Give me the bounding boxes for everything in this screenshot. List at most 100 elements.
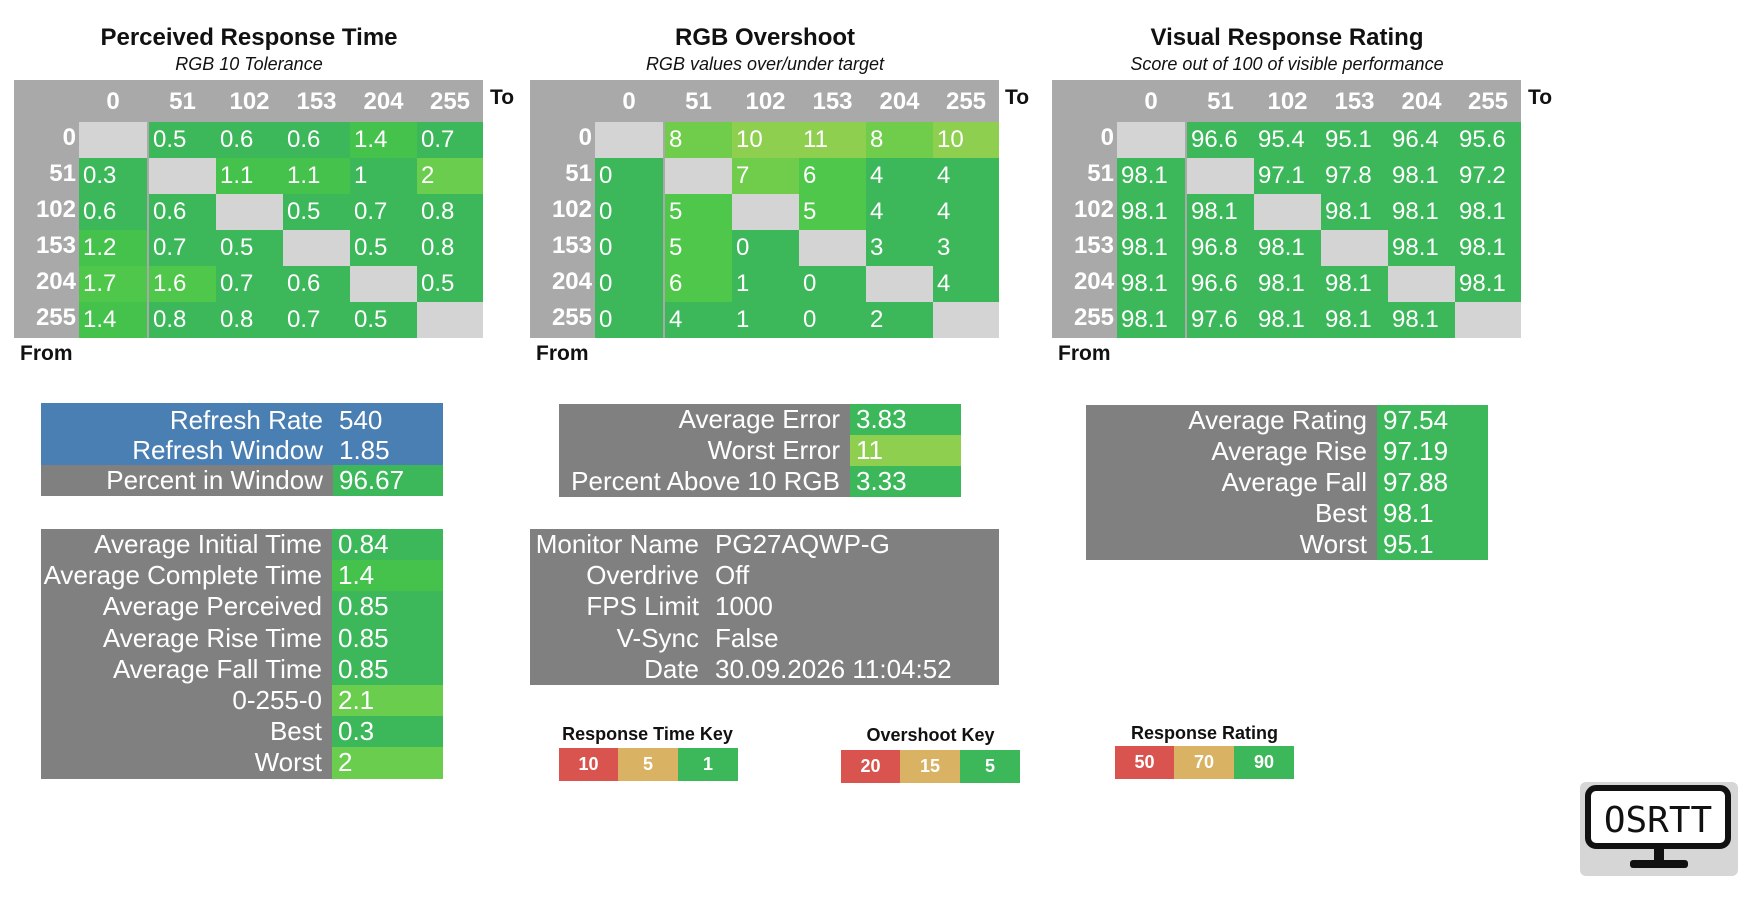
- perceived-matrix: 0 0 51 51 102 102 153 153 204 204 255 255 0.5 0.6 0.6 1…: [14, 80, 483, 338]
- ratings_summary-row: Best 98.1: [1086, 498, 1488, 529]
- monitor-row: Monitor Name PG27AQWP-G: [530, 529, 999, 560]
- matrix-cell: 5: [665, 230, 732, 266]
- refresh-rate-value: 540: [333, 403, 443, 435]
- matrix-cell: 97.2: [1455, 158, 1521, 194]
- matrix-cell: 98.1: [1388, 158, 1455, 194]
- diagonal-cell: [1117, 122, 1185, 158]
- monitor-value: Off: [715, 560, 750, 591]
- times-row: Average Fall Time 0.85: [41, 653, 443, 685]
- column-header: 0: [1144, 88, 1158, 115]
- matrix-cell: 0.6: [283, 122, 350, 158]
- matrix-cell: 98.1: [1117, 266, 1185, 302]
- diagonal-cell: [417, 302, 483, 338]
- matrix-cell: 0.5: [350, 230, 417, 266]
- column-header: 255: [945, 88, 987, 115]
- matrix-cell: 0.5: [216, 230, 283, 266]
- matrix-cell: 0: [595, 230, 663, 266]
- column-header: 255: [429, 88, 471, 115]
- row-header: 0: [578, 124, 592, 151]
- matrix-cell: 95.6: [1455, 122, 1521, 158]
- row-header: 255: [1073, 304, 1114, 331]
- matrix-cell: 98.1: [1321, 194, 1388, 230]
- matrix-cell: 98.1: [1455, 230, 1521, 266]
- matrix-cell: 0.7: [350, 194, 417, 230]
- column-header: 51: [169, 88, 196, 115]
- diagonal-cell: [1388, 266, 1455, 302]
- matrix-cell: 0: [595, 158, 663, 194]
- column-header: 102: [229, 88, 270, 115]
- matrix-cell: 98.1: [1321, 302, 1388, 338]
- matrix-cell: 1.1: [283, 158, 350, 194]
- ratings_summary-value: 95.1: [1377, 529, 1488, 560]
- matrix-cell: 0.8: [417, 230, 483, 266]
- response-time-key-good: 1: [678, 748, 738, 781]
- rating-title: Visual Response Rating: [1150, 24, 1424, 51]
- diagonal-cell: [665, 158, 732, 194]
- matrix-cell: 4: [933, 194, 999, 230]
- matrix-cell: 0.6: [283, 266, 350, 302]
- matrix-cell: 98.1: [1187, 194, 1254, 230]
- errors-value: 11: [850, 435, 961, 466]
- refresh-rate-label: Refresh Rate: [41, 403, 333, 435]
- diagonal-cell: [283, 230, 350, 266]
- overshoot-key-mid: 15: [900, 750, 960, 783]
- response-time-key-title: Response Time Key: [562, 724, 733, 744]
- matrix-cell: 1.1: [216, 158, 283, 194]
- matrix-cell: 1: [350, 158, 417, 194]
- logo-text: OSRTT: [1604, 800, 1712, 841]
- diagonal-cell: [79, 122, 147, 158]
- matrix-cell: 98.1: [1117, 158, 1185, 194]
- errors-table: Average Error 3.83 Worst Error 11 Percent Ab…: [559, 404, 961, 497]
- matrix-cell: 98.1: [1254, 302, 1321, 338]
- monitor-row: Date 30.09.2026 11:04:52: [530, 654, 999, 685]
- matrix-cell: 0.6: [149, 194, 216, 230]
- matrix-cell: 0.7: [216, 266, 283, 302]
- diagonal-cell: [595, 122, 663, 158]
- column-header: 51: [685, 88, 712, 115]
- matrix-cell: 96.6: [1187, 122, 1254, 158]
- refresh-window-row: Refresh Window 1.85: [41, 435, 443, 470]
- overshoot-key-title: Overshoot Key: [866, 725, 995, 745]
- row-header: 204: [35, 268, 76, 295]
- matrix-cell: 97.1: [1254, 158, 1321, 194]
- monitor-value: 1000: [715, 591, 773, 622]
- row-header: 255: [35, 304, 76, 331]
- column-header: 51: [1207, 88, 1234, 115]
- ratings_summary-label: Worst: [1086, 529, 1377, 560]
- monitor-value: 30.09.2026 11:04:52: [715, 653, 952, 684]
- ratings_summary-label: Average Fall: [1086, 467, 1377, 498]
- matrix-cell: 3: [933, 230, 999, 266]
- matrix-cell: 5: [799, 194, 866, 230]
- matrix-cell: 6: [665, 266, 732, 302]
- matrix-cell: 0.5: [283, 194, 350, 230]
- matrix-cell: 96.4: [1388, 122, 1455, 158]
- matrix-cell: 95.4: [1254, 122, 1321, 158]
- errors-row: Average Error 3.83: [559, 404, 961, 435]
- matrix-cell: 0.6: [79, 194, 147, 230]
- refresh-window-value: 1.85: [333, 435, 443, 465]
- diagonal-cell: [799, 230, 866, 266]
- percent-window-label: Percent in Window: [41, 465, 333, 496]
- osrtt-logo: OSRTT: [1580, 782, 1738, 876]
- times-label: Average Rise Time: [41, 622, 332, 654]
- column-header: 0: [622, 88, 636, 115]
- matrix-cell: 10: [933, 122, 999, 158]
- matrix-cell: 98.1: [1117, 230, 1185, 266]
- errors-row: Percent Above 10 RGB 3.33: [559, 466, 961, 497]
- ratings_summary-value: 97.54: [1377, 405, 1488, 436]
- matrix-cell: 0: [595, 266, 663, 302]
- times-row: Average Initial Time 0.84: [41, 529, 443, 561]
- rating-summary-table: Average Rating 97.54 Average Rise 97.19 Aver…: [1086, 405, 1488, 560]
- rating-key-mid: 70: [1174, 746, 1234, 779]
- monitor-label: FPS Limit: [586, 591, 699, 622]
- matrix-cell: 8: [665, 122, 732, 158]
- matrix-cell: 0.5: [149, 122, 216, 158]
- matrix-cell: 4: [933, 266, 999, 302]
- matrix-cell: 8: [866, 122, 933, 158]
- matrix-cell: 4: [933, 158, 999, 194]
- ratings_summary-row: Average Rating 97.54: [1086, 405, 1488, 436]
- diagonal-cell: [216, 194, 283, 230]
- refresh-window-label: Refresh Window: [41, 435, 333, 465]
- times-row: Best 0.3: [41, 716, 443, 748]
- matrix-cell: 98.1: [1455, 194, 1521, 230]
